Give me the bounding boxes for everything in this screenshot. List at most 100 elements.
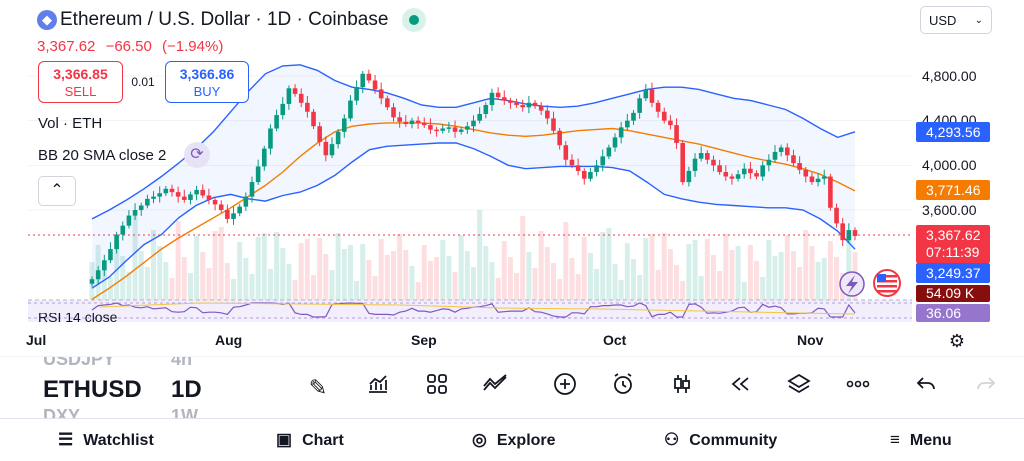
watchlist-next-item[interactable]: DXY 1W: [43, 406, 283, 418]
candle-body: [194, 189, 199, 195]
volume-bar: [514, 273, 520, 300]
volume-bar: [594, 269, 600, 300]
candle-body: [114, 234, 119, 250]
volume-bar: [200, 252, 206, 300]
volume-bar: [403, 250, 409, 300]
add-icon[interactable]: [549, 372, 581, 404]
candle-body: [274, 115, 279, 129]
watchlist-current-item[interactable]: ETHUSD 1D: [43, 374, 283, 404]
volume-bar: [575, 274, 581, 300]
candle-body: [169, 188, 175, 193]
candle-body: [317, 126, 322, 142]
settings-icon[interactable]: ⚙: [948, 331, 966, 351]
candle-body: [434, 129, 439, 132]
candle-body: [729, 176, 735, 179]
volume-bar: [311, 275, 317, 300]
candle-body: [335, 131, 341, 145]
draw-icon[interactable]: ✎: [308, 375, 328, 400]
price-tick: 3,600.00: [922, 202, 977, 218]
nav-watchlist[interactable]: ☰ Watchlist: [58, 430, 154, 450]
volume-bar: [126, 272, 132, 300]
nav-chart-label: Chart: [302, 432, 344, 449]
compass-icon: ◎: [472, 430, 487, 449]
volume-bar: [587, 253, 593, 300]
candle-body: [280, 103, 286, 116]
currency-select[interactable]: USD ⌄: [920, 6, 992, 34]
candle-body: [514, 102, 519, 106]
candle-body: [212, 199, 218, 205]
collapse-legend-button[interactable]: ⌃: [38, 176, 76, 206]
volume-bar: [483, 246, 489, 300]
more-icon[interactable]: [842, 372, 874, 404]
undo-icon[interactable]: [910, 372, 942, 404]
volume-bar: [157, 246, 163, 300]
bar-countdown: 07:11:39: [926, 244, 980, 260]
redo-icon[interactable]: [970, 372, 1002, 404]
indicators-icon[interactable]: [362, 372, 394, 404]
bollinger-lower-line: [91, 142, 856, 289]
compare-icon[interactable]: [479, 372, 511, 404]
volume-bar: [329, 270, 335, 300]
volume-bar: [735, 246, 741, 300]
last-price-value: 3,367.62: [926, 227, 981, 243]
bollinger-legend[interactable]: BB 20 SMA close 2: [38, 147, 167, 164]
volume-bar: [341, 249, 347, 300]
nav-community[interactable]: ⚇ Community: [664, 430, 777, 450]
layers-icon[interactable]: [783, 372, 815, 404]
volume-bar: [612, 264, 618, 300]
volume-bar: [532, 268, 538, 300]
rsi-signal-line: [99, 302, 856, 315]
candle-body: [495, 92, 501, 98]
layouts-icon[interactable]: [421, 372, 453, 404]
volume-bar: [686, 244, 692, 300]
nav-menu[interactable]: ≡ Menu: [890, 430, 952, 450]
volume-bar: [458, 235, 464, 300]
candle-body: [705, 153, 710, 160]
volume-bar: [797, 267, 803, 300]
candle-body: [261, 148, 267, 167]
chart-icon: ▣: [276, 430, 293, 449]
candle-body: [415, 120, 421, 123]
volume-legend[interactable]: Vol · ETH: [38, 115, 103, 132]
volume-bar: [766, 240, 772, 300]
volume-bar: [144, 267, 150, 300]
chart-type-icon[interactable]: [666, 372, 698, 404]
spread-value: 0.01: [131, 75, 155, 89]
nav-chart[interactable]: ▣ Chart: [276, 430, 344, 450]
refresh-icon[interactable]: ⟳: [184, 142, 210, 168]
symbol-title[interactable]: Ethereum / U.S. Dollar · 1D · Coinbase: [60, 9, 389, 30]
time-label: Sep: [411, 332, 437, 348]
sell-button[interactable]: 3,366.85 SELL: [38, 61, 123, 103]
time-label: Nov: [797, 332, 824, 348]
candle-body: [471, 120, 476, 127]
candle-body: [508, 100, 513, 103]
replay-icon[interactable]: [724, 372, 756, 404]
candle-body: [828, 176, 833, 208]
volume-bar: [618, 280, 624, 300]
candle-body: [145, 198, 150, 206]
candle-body: [305, 102, 310, 112]
rsi-legend[interactable]: RSI 14 close: [38, 313, 118, 322]
volume-bar: [304, 239, 310, 300]
watchlist-prev-item[interactable]: USDJPY 4h: [43, 357, 283, 371]
candle-body: [409, 120, 415, 125]
candle-body: [501, 97, 507, 101]
volume-bar: [624, 243, 630, 300]
candle-body: [225, 210, 230, 219]
candle-body: [440, 128, 446, 131]
candle-body: [286, 88, 292, 104]
candle-body: [446, 127, 452, 129]
alert-icon[interactable]: [607, 372, 639, 404]
nav-explore[interactable]: ◎ Explore: [472, 430, 556, 450]
candle-body: [477, 113, 482, 121]
chevron-up-icon: ⌃: [50, 182, 64, 199]
buy-label: BUY: [193, 84, 221, 99]
volume-bar: [710, 255, 716, 300]
volume-bar: [274, 232, 280, 300]
buy-button[interactable]: 3,366.86 BUY: [165, 61, 249, 103]
volume-bar: [581, 237, 587, 300]
candle-body: [612, 137, 618, 148]
volume-label: 54.09 K: [916, 285, 990, 302]
candle-body: [772, 151, 778, 160]
